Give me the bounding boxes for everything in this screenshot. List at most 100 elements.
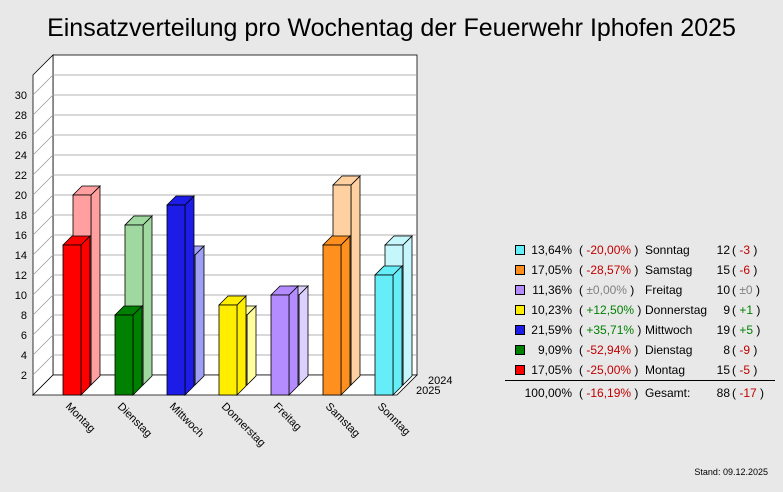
- legend-swatch: [515, 265, 525, 275]
- bar-2024-freitag-side: [298, 285, 309, 386]
- legend-day: Donnerstag: [645, 303, 708, 317]
- legend-count: 12: [716, 243, 730, 257]
- bar-2025-donnerstag: [218, 295, 247, 396]
- bar-2025-freitag-front: [270, 294, 290, 396]
- bar-2025-sonntag-front: [374, 274, 394, 396]
- y-tick-label: 12: [15, 270, 27, 282]
- legend-count: 19: [716, 323, 730, 337]
- legend-change: ( +12,50% ): [579, 303, 642, 317]
- legend: 13,64% ( -20,00% ) Sonntag 12( -3 ) 17,05% ( …: [505, 240, 780, 400]
- bar-2025-mittwoch-side: [184, 195, 195, 396]
- legend-delta: ( +5 ): [732, 323, 761, 337]
- legend-swatch: [515, 285, 525, 295]
- legend-change-value: -28,57%: [586, 263, 632, 277]
- legend-delta-value: ±0: [739, 283, 753, 297]
- legend-row: 13,64% ( -20,00% ) Sonntag 12( -3 ): [505, 240, 780, 260]
- y-tick-label: 28: [15, 110, 27, 122]
- legend-percent: 17,05%: [531, 263, 572, 277]
- x-tick-label: Sonntag: [375, 401, 412, 438]
- bar-2025-samstag-side: [340, 235, 351, 396]
- bar-2025-freitag: [270, 285, 299, 396]
- legend-total-delta: ( -17 ): [732, 386, 765, 400]
- legend-row: 11,36% ( ±0,00% ) Freitag 10( ±0 ): [505, 280, 780, 300]
- gridline: [32, 254, 417, 276]
- legend-row: 9,09% ( -52,94% ) Dienstag 8( -9 ): [505, 340, 780, 360]
- y-tick-label: 6: [21, 330, 27, 342]
- y-tick-label: 10: [15, 290, 27, 302]
- bar-2025-donnerstag-front: [218, 304, 238, 396]
- legend-delta: ( -6 ): [732, 263, 758, 277]
- legend-day: Samstag: [645, 263, 693, 277]
- x-tick-label: Dienstag: [115, 401, 154, 440]
- y-tick-label: 20: [15, 190, 27, 202]
- y-tick-label: 4: [21, 350, 27, 362]
- x-tick-label: Montag: [63, 401, 97, 435]
- legend-delta-value: -3: [739, 243, 751, 257]
- bar-2024-samstag-side: [350, 175, 361, 386]
- y-tick-label: 8: [21, 310, 27, 322]
- legend-delta-value: -5: [739, 363, 751, 377]
- gridline: [32, 134, 417, 156]
- legend-delta-value: +1: [739, 303, 754, 317]
- legend-swatch: [515, 365, 525, 375]
- gridline: [32, 214, 417, 236]
- legend-separator: [505, 380, 775, 381]
- legend-percent: 10,23%: [531, 303, 572, 317]
- legend-day: Dienstag: [645, 343, 693, 357]
- legend-swatch: [515, 305, 525, 315]
- bar-2024-sonntag-side: [402, 235, 413, 386]
- legend-change: ( -52,94% ): [579, 343, 639, 357]
- legend-total-change: ( -16,19% ): [579, 386, 639, 400]
- footer-date: Stand: 09.12.2025: [694, 467, 768, 477]
- legend-change-value: -20,00%: [586, 243, 632, 257]
- series-label-2024: 2024: [428, 375, 452, 387]
- legend-swatch: [515, 325, 525, 335]
- bar-2024-dienstag-side: [142, 215, 153, 386]
- legend-percent: 13,64%: [531, 243, 572, 257]
- legend-percent: 17,05%: [531, 363, 572, 377]
- legend-delta: ( +1 ): [732, 303, 761, 317]
- legend-delta: ( -3 ): [732, 243, 758, 257]
- legend-delta-value: -6: [739, 263, 751, 277]
- bar-2025-dienstag: [114, 305, 143, 396]
- legend-change-value: -52,94%: [586, 343, 632, 357]
- legend-change: ( ±0,00% ): [579, 283, 635, 297]
- bar-2024-mittwoch-side: [194, 245, 205, 386]
- legend-total-label: Gesamt:: [645, 386, 691, 400]
- gridline: [32, 274, 417, 296]
- legend-delta: ( -5 ): [732, 363, 758, 377]
- bar-2025-montag-front: [62, 244, 82, 396]
- legend-row: 21,59% ( +35,71% ) Mittwoch 19( +5 ): [505, 320, 780, 340]
- y-tick-label: 22: [15, 170, 27, 182]
- y-tick-label: 18: [15, 210, 27, 222]
- y-tick-label: 2: [21, 370, 27, 382]
- legend-total-row: 100,00% ( -16,19% ) Gesamt: 88( -17 ): [505, 383, 780, 403]
- legend-total-delta-value: -17: [739, 386, 757, 400]
- bar-2025-dienstag-side: [132, 305, 143, 396]
- legend-day: Mittwoch: [645, 323, 693, 337]
- bar-2025-dienstag-front: [114, 314, 134, 396]
- legend-percent: 9,09%: [537, 343, 572, 357]
- legend-delta: ( ±0 ): [732, 283, 760, 297]
- legend-percent: 11,36%: [532, 283, 572, 297]
- legend-total-change-value: -16,19%: [586, 386, 632, 400]
- bar-2025-samstag-front: [322, 244, 342, 396]
- legend-row: 17,05% ( -25,00% ) Montag 15( -5 ): [505, 360, 780, 380]
- gridline: [32, 194, 417, 216]
- y-tick-label: 14: [15, 250, 27, 262]
- legend-change: ( +35,71% ): [579, 323, 642, 337]
- bar-2025-mittwoch: [166, 195, 195, 396]
- legend-swatch: [515, 245, 525, 255]
- legend-change: ( -20,00% ): [579, 243, 639, 257]
- bar-2025-sonntag-side: [392, 265, 403, 396]
- bar-2025-donnerstag-side: [236, 295, 247, 396]
- legend-row: 10,23% ( +12,50% ) Donnerstag 9( +1 ): [505, 300, 780, 320]
- bar-2025-samstag: [322, 235, 351, 396]
- bar-2024-montag-side: [90, 185, 101, 386]
- gridline: [32, 234, 417, 256]
- legend-swatch: [515, 345, 525, 355]
- legend-total-count: 88: [716, 386, 730, 400]
- legend-change-value: ±0,00%: [586, 283, 627, 297]
- gridline: [32, 74, 417, 96]
